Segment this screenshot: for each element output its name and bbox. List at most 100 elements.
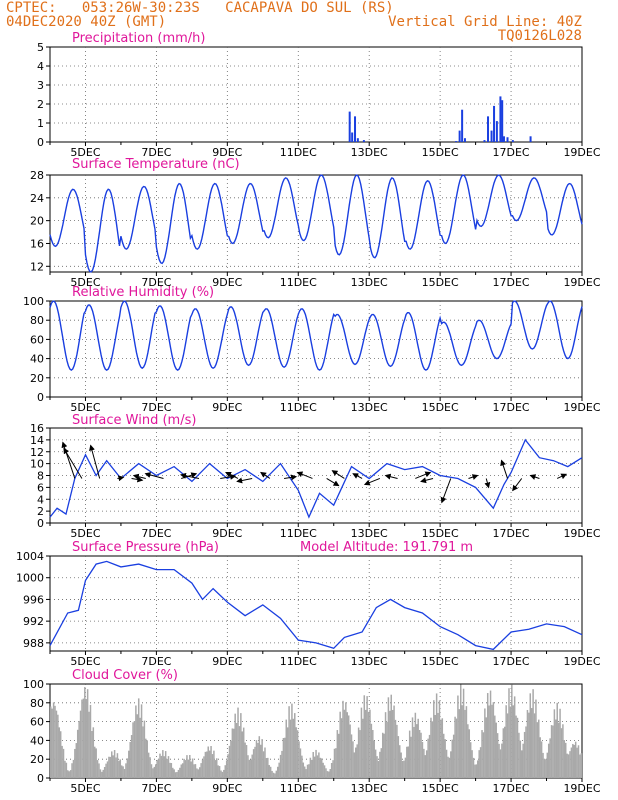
cloud-bar [359, 730, 361, 778]
precip-bar [348, 111, 351, 142]
x-tick-label: 5DEC [70, 655, 100, 668]
cloud-bar [179, 767, 181, 778]
cloud-bar [376, 756, 378, 778]
y-tick-label: 10 [30, 458, 44, 471]
y-tick-label: 60 [30, 333, 44, 346]
cloud-bar [272, 772, 275, 778]
cloud-bar [539, 737, 541, 778]
cloud-bar [247, 755, 249, 778]
cloud-bar [92, 727, 95, 778]
cloud-bar [386, 721, 388, 778]
cloud-bar [479, 747, 482, 778]
cloud-bar [560, 728, 563, 778]
cloud-bar [261, 739, 263, 778]
x-tick-label: 9DEC [212, 146, 242, 159]
cloud-bar [118, 760, 120, 778]
wind-arrow [89, 444, 101, 479]
x-tick-label: 9DEC [212, 401, 242, 414]
x-tick-label: 15DEC [422, 276, 459, 289]
cloud-bar [383, 733, 385, 778]
cloud-bar [75, 743, 78, 778]
cloud-bar [335, 748, 337, 778]
cloud-bar [119, 759, 122, 778]
cloud-bar [133, 721, 136, 778]
precip-bar [455, 141, 458, 142]
cloud-bar [400, 752, 402, 778]
y-tick-label: 1004 [16, 550, 44, 563]
cloud-bar [468, 729, 471, 778]
cloud-bar [577, 745, 580, 778]
cloud-bar [420, 732, 422, 778]
cloud-bar [157, 759, 160, 778]
cloud-bar [55, 710, 58, 778]
y-tick-label: 1000 [16, 572, 44, 585]
cloud-bar [61, 745, 63, 778]
cloud-bar [451, 739, 453, 778]
cloud-bar [84, 687, 86, 778]
cloud-bar [413, 726, 415, 778]
panel-title: Surface Pressure (hPa) [72, 540, 219, 555]
cloud-bar [62, 748, 65, 778]
wind-arrow [326, 478, 340, 487]
cloud-bar [123, 768, 126, 778]
x-tick-label: 7DEC [141, 276, 171, 289]
y-tick-label: 4 [37, 493, 44, 506]
cloud-bar [562, 724, 564, 778]
x-tick-label: 13DEC [351, 401, 388, 414]
cloud-bar [291, 703, 293, 778]
cloud-bar [210, 746, 212, 778]
cloud-bar [211, 754, 214, 778]
cloud-bar [390, 694, 392, 778]
cloud-bar [374, 749, 377, 778]
cloud-bar [550, 725, 553, 778]
wind-arrow [331, 470, 345, 479]
cloud-bar [418, 730, 421, 778]
cloud-bar [580, 753, 583, 778]
cloud-bar [445, 749, 448, 778]
cloud-bar [305, 769, 307, 778]
cloud-bar [204, 751, 207, 778]
cloud-bar [506, 713, 509, 778]
cloud-bar [532, 689, 534, 778]
cloud-bar [430, 717, 432, 778]
y-tick-label: 992 [23, 615, 44, 628]
cloud-bar [301, 755, 303, 778]
cloud-bar [143, 720, 146, 778]
cloud-bar [549, 738, 551, 778]
cloud-bar [434, 714, 436, 778]
precip-bar [511, 140, 514, 142]
cloud-bar [346, 712, 349, 778]
cloud-bar [156, 760, 158, 778]
x-tick-label: 5DEC [70, 146, 100, 159]
cloud-bar [86, 689, 89, 778]
precip-bar [354, 116, 357, 142]
cloud-bar [173, 769, 175, 778]
cloud-bar [547, 743, 550, 778]
cloud-bar [546, 752, 549, 778]
cloud-bar [339, 711, 341, 778]
cloud-bar [257, 742, 259, 778]
cloud-bar [552, 725, 554, 778]
cloud-bar [284, 737, 286, 778]
cloud-bar [191, 758, 194, 778]
cloud-bar [340, 718, 343, 778]
cloud-bar [465, 706, 468, 778]
cloud-bar [103, 766, 106, 778]
x-tick-label: 9DEC [212, 655, 242, 668]
cloud-bar [309, 757, 312, 778]
panel-2: 0 20 40 60 80 100 5DEC 7DEC 9DEC 11DEC 13DEC 15DEC 1… [23, 285, 601, 414]
cloud-bar [407, 746, 410, 778]
x-tick-label: 19DEC [563, 527, 600, 540]
cloud-bar [142, 726, 144, 778]
x-tick-label: 7DEC [141, 527, 171, 540]
cloud-bar [519, 740, 522, 778]
cloud-bar [166, 758, 168, 778]
cloud-bar [245, 745, 248, 778]
wind-arrow [61, 441, 76, 479]
x-tick-label: 5DEC [70, 527, 100, 540]
cloud-bar [69, 770, 72, 778]
cloud-bar [303, 766, 306, 778]
x-tick-label: 7DEC [141, 782, 171, 795]
cloud-bar [535, 699, 537, 778]
cloud-bar [555, 719, 557, 778]
